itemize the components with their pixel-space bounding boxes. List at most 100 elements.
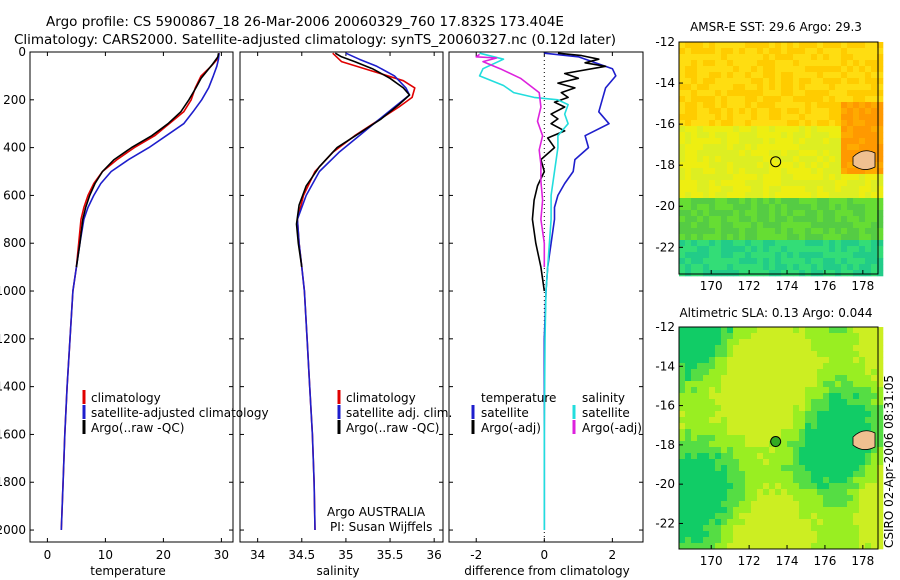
map-cell	[685, 66, 692, 73]
salinity-legend: climatology satellite adj. clim. Argo(..…	[337, 390, 452, 435]
map-cell	[805, 96, 812, 103]
map-cell	[685, 357, 692, 364]
map-cell	[811, 228, 818, 235]
map-cell	[685, 120, 692, 127]
map-cell	[811, 78, 818, 85]
map-cell	[721, 357, 728, 364]
map-cell	[721, 333, 728, 340]
map-cell	[835, 108, 842, 115]
sla-map-frame	[678, 326, 879, 550]
map-cell	[691, 222, 698, 229]
map-cell	[787, 108, 794, 115]
map-cell	[865, 144, 872, 151]
map-cell	[691, 531, 698, 538]
x-tick-label: 20	[156, 548, 171, 562]
map-cell	[775, 327, 782, 334]
map-cell	[685, 327, 692, 334]
map-cell	[727, 258, 734, 265]
map-cell	[751, 369, 758, 376]
map-cell	[817, 234, 824, 241]
map-cell	[811, 156, 818, 163]
map-cell	[727, 483, 734, 490]
map-cell	[799, 42, 806, 49]
map-cell	[715, 513, 722, 520]
map-cell	[817, 54, 824, 61]
map-cell	[703, 543, 710, 550]
map-cell	[757, 180, 764, 187]
map-cell	[715, 90, 722, 97]
map-cell	[757, 42, 764, 49]
map-cell	[727, 60, 734, 67]
map-cell	[679, 399, 686, 406]
map-cell	[691, 150, 698, 157]
map-cell	[841, 453, 848, 460]
map-cell	[793, 42, 800, 49]
map-cell	[787, 192, 794, 199]
map-cell	[793, 264, 800, 271]
map-cell	[691, 477, 698, 484]
map-cell	[691, 54, 698, 61]
map-cell	[823, 204, 830, 211]
map-cell	[799, 501, 806, 508]
map-cell	[751, 393, 758, 400]
map-cell	[781, 501, 788, 508]
map-cell	[733, 423, 740, 430]
map-cell	[877, 252, 884, 259]
map-cell	[739, 240, 746, 247]
map-cell	[835, 204, 842, 211]
map-cell	[847, 537, 854, 544]
map-cell	[739, 513, 746, 520]
map-cell	[871, 204, 878, 211]
map-cell	[757, 90, 764, 97]
map-cell	[787, 228, 794, 235]
map-cell	[685, 102, 692, 109]
map-cell	[871, 90, 878, 97]
map-cell	[739, 174, 746, 181]
map-cell	[799, 519, 806, 526]
map-cell	[829, 120, 836, 127]
map-cell	[769, 54, 776, 61]
map-cell	[811, 345, 818, 352]
map-cell	[703, 447, 710, 454]
map-cell	[715, 168, 722, 175]
map-cell	[745, 168, 752, 175]
map-cell	[877, 519, 884, 526]
map-cell	[733, 78, 740, 85]
map-cell	[829, 84, 836, 91]
map-cell	[799, 240, 806, 247]
map-cell	[829, 369, 836, 376]
sla-map-panel: Altimetric SLA: 0.13 Argo: 0.044 170 172 1…	[655, 306, 884, 568]
map-cell	[823, 531, 830, 538]
map-cell	[715, 156, 722, 163]
map-cell	[793, 186, 800, 193]
map-cell	[703, 453, 710, 460]
map-cell	[751, 537, 758, 544]
map-cell	[781, 156, 788, 163]
map-cell	[877, 42, 884, 49]
map-cell	[805, 138, 812, 145]
map-cell	[799, 126, 806, 133]
map-cell	[847, 186, 854, 193]
map-cell	[781, 519, 788, 526]
map-cell	[697, 513, 704, 520]
map-cell	[733, 156, 740, 163]
map-cell	[775, 513, 782, 520]
map-cell	[805, 351, 812, 358]
map-cell	[751, 327, 758, 334]
map-cell	[769, 156, 776, 163]
map-cell	[799, 393, 806, 400]
map-cell	[739, 459, 746, 466]
map-cell	[823, 327, 830, 334]
map-cell	[865, 501, 872, 508]
map-cell	[691, 72, 698, 79]
map-cell	[745, 162, 752, 169]
map-cell	[835, 525, 842, 532]
map-cell	[811, 204, 818, 211]
map-cell	[853, 228, 860, 235]
map-cell	[829, 54, 836, 61]
map-cell	[847, 441, 854, 448]
map-cell	[685, 96, 692, 103]
map-cell	[733, 90, 740, 97]
map-cell	[733, 144, 740, 151]
map-cell	[703, 363, 710, 370]
